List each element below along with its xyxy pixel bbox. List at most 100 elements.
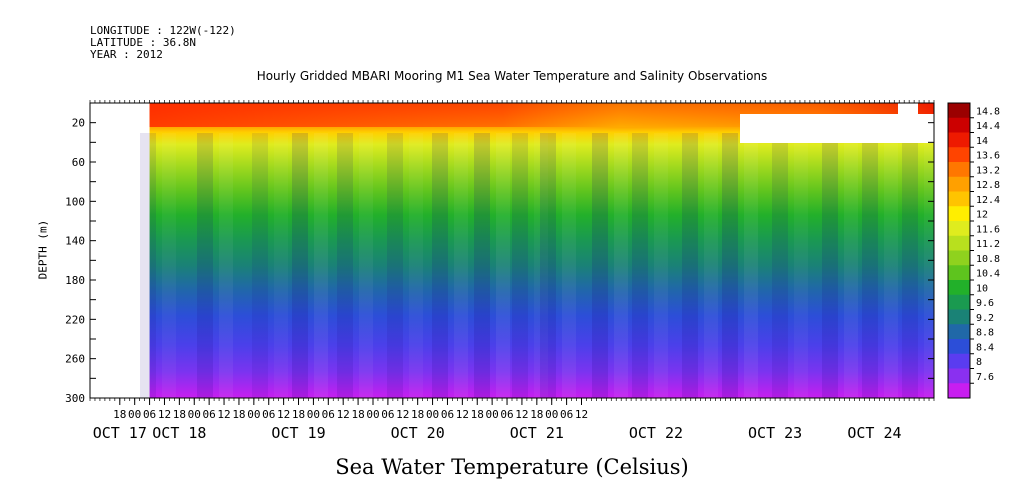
x-date-label: OCT 22 (629, 424, 683, 442)
colorbar-label: 7.6 (976, 372, 994, 383)
colorbar-swatch (948, 280, 970, 296)
heatmap-band-light (219, 133, 233, 398)
x-date-label: OCT 24 (847, 424, 901, 442)
heatmap-band-dark (292, 133, 308, 398)
colorbar-label: 10 (976, 283, 988, 294)
colorbar-label: 9.6 (976, 298, 994, 309)
colorbar-label: 9.2 (976, 313, 994, 324)
colorbar-swatch (948, 117, 970, 133)
colorbar-label: 11.2 (976, 239, 1000, 250)
x-date-label: OCT 19 (271, 424, 325, 442)
x-date-label: OCT 23 (748, 424, 802, 442)
x-hour-label: 12 (337, 408, 350, 421)
x-hour-label: 18 (471, 408, 484, 421)
heatmap-band-light (359, 133, 373, 398)
x-hour-label: 00 (128, 408, 141, 421)
heatmap-band-dark (140, 133, 156, 398)
x-hour-label: 18 (113, 408, 126, 421)
colorbar-swatch (948, 324, 970, 340)
colorbar-label: 14.8 (976, 106, 1000, 117)
heatmap-gradient (149, 103, 934, 398)
heatmap-band-light (924, 133, 934, 398)
colorbar-label: 13.6 (976, 151, 1000, 162)
heatmap-band-dark (337, 133, 353, 398)
colorbar-swatch (948, 235, 970, 251)
heatmap-band-dark (682, 133, 698, 398)
x-hour-label: 06 (500, 408, 513, 421)
heatmap-band-dark (474, 133, 490, 398)
heatmap-band-light (614, 133, 628, 398)
x-hour-label: 12 (396, 408, 409, 421)
heatmap-band-light (654, 133, 668, 398)
colorbar-label: 12.8 (976, 180, 1000, 191)
colorbar-label: 14 (976, 136, 988, 147)
x-hour-label: 00 (247, 408, 260, 421)
missing-data-block (740, 114, 934, 143)
heatmap-band-dark (862, 133, 878, 398)
x-date-label: OCT 21 (510, 424, 564, 442)
x-date-label: OCT 20 (391, 424, 445, 442)
x-hour-label: 00 (426, 408, 439, 421)
heatmap-band-dark (540, 133, 556, 398)
colorbar-swatch (948, 309, 970, 325)
x-hour-label: 00 (545, 408, 558, 421)
colorbar-swatch (948, 103, 970, 119)
x-hour-label: 06 (203, 408, 216, 421)
colorbar-swatch (948, 383, 970, 399)
colorbar-label: 8.8 (976, 328, 994, 339)
x-hour-label: 12 (217, 408, 230, 421)
heatmap-band-light (274, 133, 288, 398)
chart-title: Hourly Gridded MBARI Mooring M1 Sea Wate… (256, 69, 768, 83)
x-hour-label: 06 (262, 408, 275, 421)
x-hour-label: 18 (411, 408, 424, 421)
colorbar-swatch (948, 206, 970, 222)
x-hour-label: 18 (173, 408, 186, 421)
heatmap-band-dark (432, 133, 448, 398)
x-hour-label: 00 (188, 408, 201, 421)
heatmap-band-light (704, 133, 718, 398)
latitude-label: LATITUDE : 36.8N (90, 36, 196, 49)
x-hour-label: 12 (277, 408, 290, 421)
heatmap-band-light (884, 133, 898, 398)
x-hour-label: 18 (292, 408, 305, 421)
x-hour-label: 00 (366, 408, 379, 421)
colorbar-swatch (948, 265, 970, 281)
heatmap-field (140, 103, 934, 398)
colorbar-swatch (948, 147, 970, 163)
x-hour-label: 06 (560, 408, 573, 421)
y-tick-label: 260 (65, 353, 85, 366)
colorbar-label: 13.2 (976, 165, 1000, 176)
heatmap-band-dark (772, 133, 788, 398)
heatmap-band-light (562, 133, 576, 398)
x-hour-label: 00 (486, 408, 499, 421)
heatmap-band-dark (902, 133, 918, 398)
colorbar-label: 8.4 (976, 342, 994, 353)
y-tick-label: 60 (72, 156, 85, 169)
heatmap-band-dark (252, 133, 268, 398)
y-tick-label: 220 (65, 313, 85, 326)
colorbar-swatch (948, 339, 970, 355)
heatmap-band-light (844, 133, 858, 398)
heatmap-band-light (162, 133, 176, 398)
colorbar-label: 10.4 (976, 269, 1000, 280)
x-hour-label: 18 (232, 408, 245, 421)
x-hour-label: 06 (322, 408, 335, 421)
x-hour-label: 06 (143, 408, 156, 421)
heatmap-band-light (314, 133, 328, 398)
longitude-label: LONGITUDE : 122W(-122) (90, 24, 236, 37)
heatmap-band-dark (632, 133, 648, 398)
x-hour-label: 18 (351, 408, 364, 421)
colorbar-swatch (948, 132, 970, 148)
x-hour-label: 12 (515, 408, 528, 421)
heatmap-band-dark (512, 133, 528, 398)
year-label: YEAR : 2012 (90, 48, 163, 61)
x-date-label: OCT 18 (152, 424, 206, 442)
x-hour-label: 18 (530, 408, 543, 421)
x-hour-label: 00 (307, 408, 320, 421)
colorbar-label: 12.4 (976, 195, 1000, 206)
y-tick-label: 20 (72, 117, 85, 130)
heatmap-band-dark (722, 133, 738, 398)
y-tick-label: 140 (65, 235, 85, 248)
colorbar-swatch (948, 353, 970, 369)
colorbar-swatch (948, 294, 970, 310)
